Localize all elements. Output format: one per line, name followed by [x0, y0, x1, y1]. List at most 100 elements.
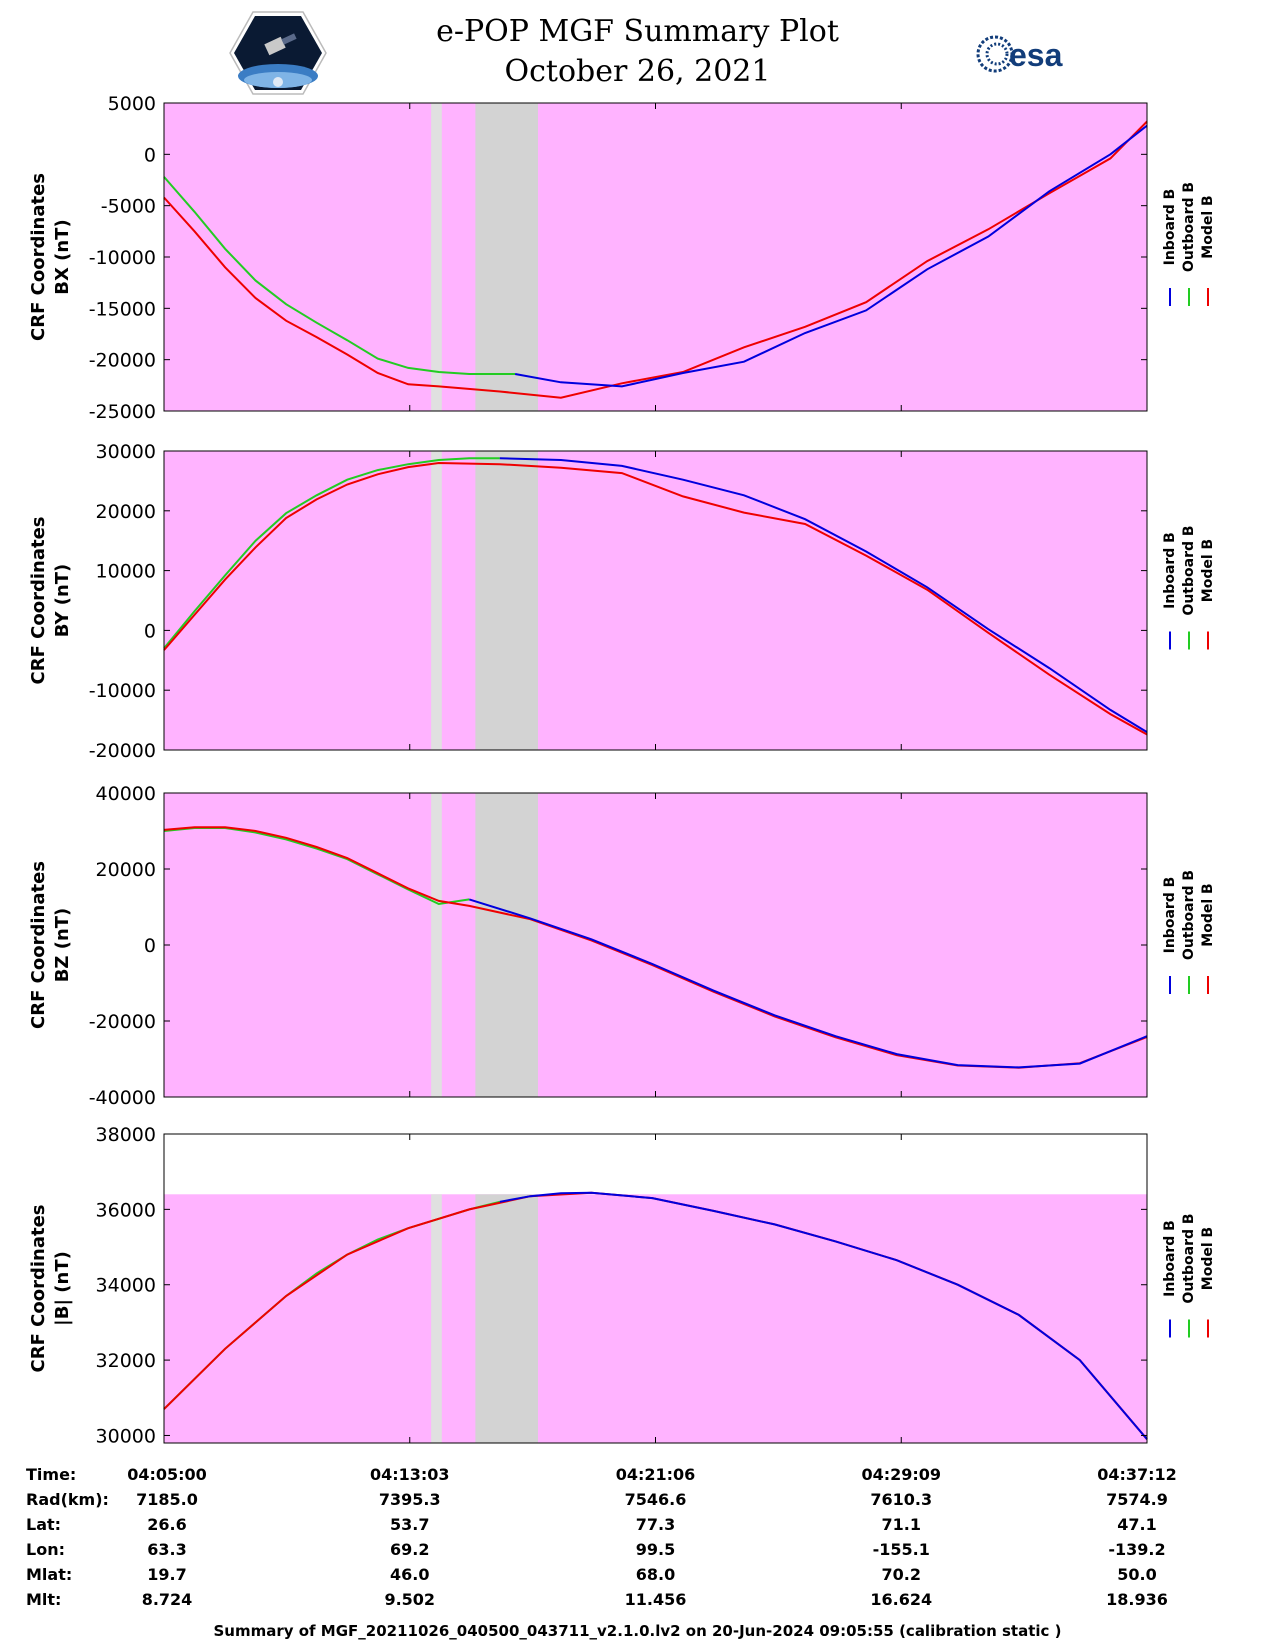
esa-logo-icon: esa [975, 32, 1095, 76]
legend-label: Model B [1200, 883, 1216, 946]
row-label: Rad(km): [26, 1490, 109, 1509]
title-line-2: October 26, 2021 [504, 54, 771, 89]
series-line-inboard-b [499, 457, 1148, 733]
time-tick-label: 04:37:12 [1097, 1465, 1177, 1484]
data-gap-band [431, 793, 442, 1097]
y-tick-label: 34000 [96, 1275, 156, 1297]
mission-logo-icon [228, 10, 328, 96]
time-tick-label: 04:13:03 [369, 1465, 450, 1484]
legend-label: Model B [1200, 195, 1216, 258]
orbit-value: 47.1 [1117, 1515, 1157, 1534]
y-tick-label: 0 [144, 620, 156, 642]
legend-label: Outboard B [1181, 1213, 1197, 1303]
y-tick-label: 36000 [96, 1199, 156, 1221]
y-axis-label: CRF Coordinates [28, 1205, 49, 1373]
y-tick-label: -20000 [89, 350, 156, 372]
legend-label: Model B [1200, 1227, 1216, 1290]
orbit-value: 69.2 [390, 1540, 430, 1559]
orbit-value: -155.1 [872, 1540, 930, 1559]
background-band [164, 103, 1147, 411]
orbit-value: -139.2 [1108, 1540, 1166, 1559]
data-gap-band [475, 103, 538, 411]
orbit-value: 7395.3 [378, 1490, 441, 1509]
orbit-value: 68.0 [635, 1565, 676, 1584]
y-axis-label: |B| (nT) [52, 1251, 73, 1326]
y-tick-label: 38000 [96, 1124, 156, 1146]
orbit-value: 16.624 [870, 1590, 933, 1609]
y-tick-label: 32000 [96, 1350, 156, 1372]
data-gap-band [475, 793, 538, 1097]
orbit-value: 19.7 [147, 1565, 187, 1584]
series-line-inboard-b [499, 1191, 1148, 1440]
series-line-outboard-b [163, 176, 516, 375]
orbit-value: 46.0 [390, 1565, 430, 1584]
y-tick-label: -25000 [89, 401, 156, 423]
y-tick-label: 40000 [96, 783, 156, 805]
y-tick-label: 0 [144, 935, 156, 957]
y-tick-label: 5000 [108, 93, 156, 115]
legend-label: Inboard B [1162, 189, 1178, 266]
orbit-value: 99.5 [635, 1540, 676, 1559]
orbit-value: 7546.6 [624, 1490, 687, 1509]
series-line-inboard-b [514, 124, 1148, 388]
y-tick-label: 30000 [96, 441, 156, 463]
y-tick-label: -10000 [89, 680, 156, 702]
background-band [164, 1194, 1147, 1443]
row-label: Lat: [26, 1515, 62, 1534]
orbit-value: 18.936 [1106, 1590, 1168, 1609]
y-tick-label: 10000 [96, 561, 156, 583]
orbit-value: 8.724 [141, 1590, 193, 1609]
header: e-POP MGF Summary Plot October 26, 2021 … [0, 0, 1275, 100]
data-gap-band [431, 103, 442, 411]
orbit-value: 11.456 [624, 1590, 687, 1609]
orbit-value: 7185.0 [136, 1490, 198, 1509]
y-tick-label: -40000 [89, 1087, 156, 1109]
plot-area: 5000 0 -5000 -10000 -15000 -20000 -25000 CRF Co… [28, 93, 1216, 1447]
series-line-model-b [163, 120, 1148, 399]
orbit-value: 71.1 [881, 1515, 921, 1534]
y-tick-label: 20000 [96, 859, 156, 881]
esa-logo-text: esa [1009, 37, 1063, 73]
orbit-value: 70.2 [881, 1565, 921, 1584]
orbit-value: 7610.3 [870, 1490, 933, 1509]
row-label: Mlat: [26, 1565, 73, 1584]
y-axis-label: CRF Coordinates [28, 173, 49, 341]
y-tick-label: -10000 [89, 247, 156, 269]
series-line-model-b [163, 461, 1148, 736]
legend-label: Outboard B [1181, 182, 1197, 272]
legend-label: Inboard B [1162, 1220, 1178, 1297]
y-axis-label: CRF Coordinates [28, 861, 49, 1029]
y-axis-label: BX (nT) [52, 219, 73, 294]
time-tick-label: 04:21:06 [615, 1465, 696, 1484]
orbit-value: 7574.9 [1106, 1490, 1168, 1509]
y-axis-label: BY (nT) [52, 564, 73, 638]
y-tick-label: -5000 [101, 196, 156, 218]
row-label: Time: [26, 1465, 77, 1484]
orbit-value: 77.3 [635, 1515, 676, 1534]
orbit-info-table: Time: Rad(km): Lat: Lon: Mlat: Mlt: 04:05:00 71… [0, 1465, 1275, 1615]
background-band [164, 451, 1147, 750]
y-axis-label: CRF Coordinates [28, 517, 49, 685]
orbit-value: 53.7 [390, 1515, 430, 1534]
data-gap-band [431, 451, 442, 750]
data-gap-band [475, 1194, 538, 1443]
y-tick-label: 0 [144, 144, 156, 166]
legend-label: Model B [1200, 539, 1216, 602]
legend-label: Inboard B [1162, 877, 1178, 954]
orbit-value: 63.3 [147, 1540, 187, 1559]
time-tick-label: 04:29:09 [861, 1465, 942, 1484]
y-tick-label: -20000 [89, 740, 156, 762]
row-label: Mlt: [26, 1590, 62, 1609]
y-tick-label: -15000 [89, 298, 156, 320]
legend-label: Inboard B [1162, 532, 1178, 609]
orbit-value: 50.0 [1117, 1565, 1157, 1584]
row-label: Lon: [26, 1540, 65, 1559]
title-line-1: e-POP MGF Summary Plot [436, 14, 839, 49]
footer-caption: Summary of MGF_20211026_040500_043711_v2… [213, 1622, 1062, 1640]
legend-label: Outboard B [1181, 870, 1197, 960]
y-tick-label: 20000 [96, 501, 156, 523]
data-gap-band [431, 1194, 442, 1443]
legend-label: Outboard B [1181, 525, 1197, 615]
time-tick-label: 04:05:00 [127, 1465, 207, 1484]
orbit-value: 26.6 [147, 1515, 187, 1534]
